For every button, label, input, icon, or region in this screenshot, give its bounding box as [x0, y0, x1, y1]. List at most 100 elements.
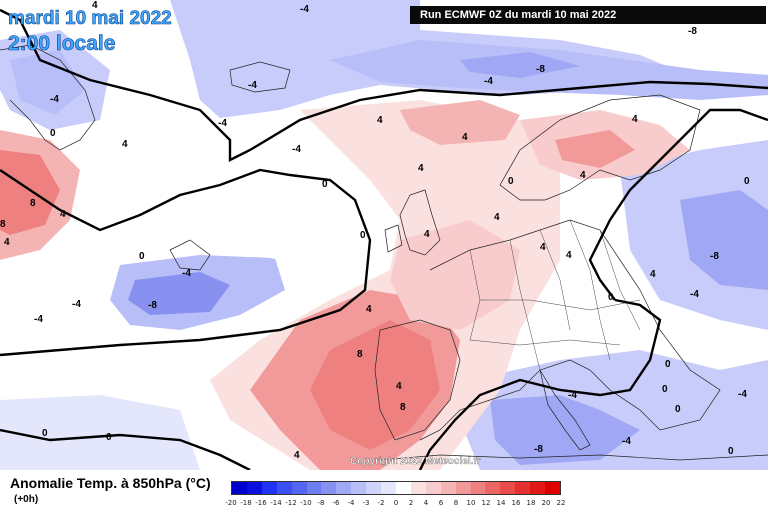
contour-label: 4: [396, 381, 402, 392]
color-scale-tick-label: -12: [285, 499, 297, 507]
contour-label: 4: [650, 269, 656, 280]
cold-area-north-core: [460, 52, 580, 78]
color-scale-tick-label: 8: [453, 499, 459, 507]
color-scale-cell: [321, 482, 337, 494]
contour-label: 0: [662, 384, 668, 395]
contour-label: 8: [30, 198, 36, 209]
legend-title: Anomalie Temp. à 850hPa (°C): [10, 475, 211, 491]
warm-area-scandinavia-core: [555, 130, 635, 168]
coast-italy: [539, 369, 591, 451]
zero-contour-atlantic: [0, 168, 372, 357]
color-scale-cell: [232, 482, 247, 494]
contour-label: 4: [294, 450, 300, 461]
contour-label: 4: [632, 114, 638, 125]
zero-contour-north: [0, 8, 768, 162]
zero-contours: [0, 8, 768, 470]
color-scale-cell: [306, 482, 322, 494]
contour-label: 4: [60, 209, 66, 220]
contour-label: 0: [665, 359, 671, 370]
zero-contour-east: [418, 298, 662, 470]
cold-area-atlantic-core: [128, 272, 230, 315]
color-scale-tick-label: -10: [300, 499, 312, 507]
color-scale-tick-label: 12: [481, 499, 491, 507]
color-scale-cell: [381, 482, 396, 494]
warm-area-france: [390, 220, 520, 330]
map-canvas: 4 -4 -8 -4 -4 -4 -8 -4 0 4 8 4 8 4 0 -4 …: [0, 0, 768, 470]
color-scale-tick-label: -8: [317, 499, 325, 507]
contour-label: 4: [424, 229, 430, 240]
contour-label: 0: [744, 176, 750, 187]
run-info-banner: Run ECMWF 0Z du mardi 10 mai 2022: [410, 6, 766, 24]
contour-label: 4: [92, 0, 98, 11]
color-scale-bar: [231, 481, 561, 495]
contour-label: 8: [400, 402, 406, 413]
cold-area-southwest: [0, 395, 200, 470]
contour-label: 4: [377, 115, 383, 126]
coast-newfoundland: [169, 239, 211, 271]
color-scale-ticks: -20 -18 -16 -14 -12 -10 -8 -6 -4 -3 -2 0 2 4 6 8 10 12 14 1…: [225, 499, 565, 511]
coast-africa: [379, 454, 768, 461]
contour-label: 4: [122, 139, 128, 150]
color-scale-cell: [246, 482, 262, 494]
color-scale-cell: [470, 482, 486, 494]
contour-label: 4: [566, 250, 572, 261]
color-scale-tick-label: 10: [466, 499, 476, 507]
color-scale-cell: [366, 482, 382, 494]
contour-label: -4: [484, 76, 493, 87]
contour-label: 4: [4, 237, 10, 248]
contour-label: 8: [357, 349, 363, 360]
contour-label: 4: [494, 212, 500, 223]
color-scale-cell: [276, 482, 292, 494]
contour-label: -4: [300, 4, 309, 15]
contour-label: -4: [182, 268, 191, 279]
contour-label: -4: [292, 144, 301, 155]
color-scale-cell: [530, 482, 546, 494]
coast-iceland: [229, 61, 291, 93]
contour-label: -8: [536, 64, 545, 75]
color-scale-tick-label: 22: [556, 499, 566, 507]
warm-area-iberia-core: [310, 320, 440, 450]
color-scale-tick-label: -14: [270, 499, 282, 507]
contour-label: 0: [106, 432, 112, 443]
contour-label: -8: [148, 300, 157, 311]
color-scale-cell: [336, 482, 352, 494]
contour-label: -4: [622, 436, 631, 447]
contour-label: -8: [534, 444, 543, 455]
color-scale-tick-label: 18: [526, 499, 536, 507]
contour-label: -4: [738, 389, 747, 400]
contour-label: 0: [50, 128, 56, 139]
neutral-area-north-atlantic: [60, 125, 370, 270]
warm-anomaly-areas: [0, 100, 690, 470]
contour-label: 0: [322, 179, 328, 190]
contour-label: 4: [462, 132, 468, 143]
color-scale-tick-label: 0: [393, 499, 399, 507]
contour-label: 0: [42, 428, 48, 439]
warm-area-north-sea: [400, 100, 520, 145]
neutral-areas: [60, 125, 370, 270]
zero-contour-europe: [588, 108, 768, 301]
cold-area-east-core: [680, 190, 768, 290]
color-scale-cell: [455, 482, 471, 494]
color-scale-tick-label: 2: [408, 499, 414, 507]
contour-labels: 4 -4 -8 -4 -4 -4 -8 -4 0 4 8 4 8 4 0 -4 …: [0, 0, 750, 461]
contour-label: -8: [710, 251, 719, 262]
zero-contour-southwest: [0, 428, 251, 470]
color-scale-tick-label: 6: [438, 499, 444, 507]
forecast-date: mardi 10 mai 2022: [8, 8, 172, 30]
cold-area-greenland-core: [10, 50, 85, 115]
contour-label: -8: [688, 26, 697, 37]
color-scale-cell: [291, 482, 307, 494]
color-scale-cell: [261, 482, 277, 494]
contour-label: 0: [608, 292, 614, 303]
coastlines: [0, 44, 768, 461]
color-scale-cell: [545, 482, 560, 494]
contour-label: -4: [34, 314, 43, 325]
color-scale-tick-label: -3: [362, 499, 370, 507]
contour-label: 8: [0, 219, 6, 230]
country-borders: [469, 219, 641, 371]
color-scale-cell: [515, 482, 531, 494]
color-scale-cell: [500, 482, 516, 494]
color-scale-tick-label: 4: [423, 499, 429, 507]
forecast-time: 2:00 locale: [8, 32, 116, 56]
legend-subtitle: (+0h): [14, 494, 39, 505]
